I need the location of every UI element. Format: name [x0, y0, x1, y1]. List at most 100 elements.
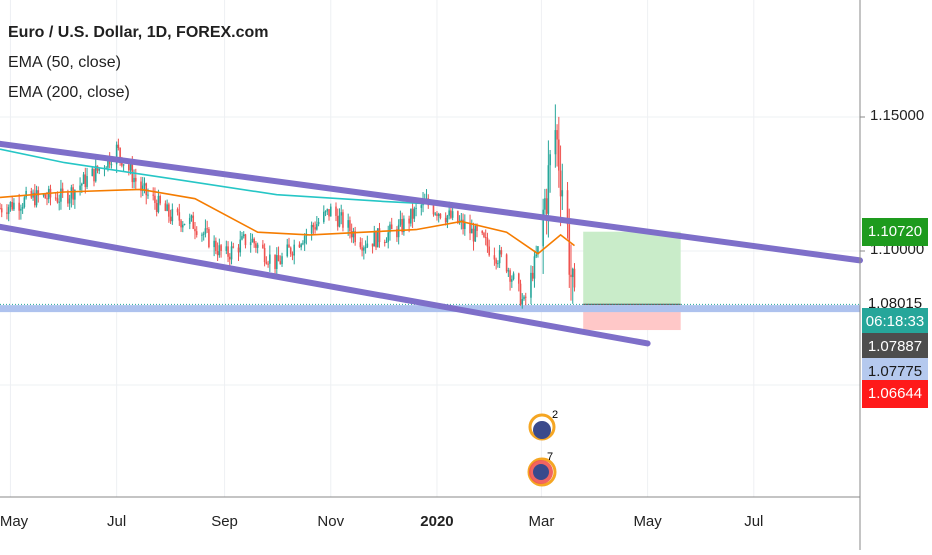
candle-body	[117, 144, 120, 148]
candle-body	[361, 247, 363, 251]
candle-body	[237, 247, 240, 253]
candle-body	[204, 228, 207, 234]
candle-body	[547, 165, 550, 214]
candle-body	[434, 213, 437, 215]
candle-body	[448, 210, 450, 216]
target-zone	[583, 231, 681, 305]
symbol-title[interactable]: Euro / U.S. Dollar, 1D, FOREX.com	[8, 24, 269, 41]
candle-body	[67, 192, 69, 204]
channel-upper-line	[0, 140, 863, 264]
candle-body	[84, 174, 87, 187]
candle-body	[498, 250, 501, 264]
candle-body	[72, 187, 74, 200]
candle-body	[316, 224, 318, 230]
dividend-icon[interactable]: 2	[528, 409, 558, 441]
candle-body	[256, 244, 259, 248]
candle-body	[267, 263, 269, 265]
candle-body	[533, 256, 536, 279]
candle-body	[495, 259, 497, 264]
candle-body	[289, 247, 292, 254]
candle-body	[350, 231, 353, 238]
event-count-2: 7	[547, 451, 553, 463]
candle-body	[44, 194, 47, 199]
trend-channel[interactable]	[0, 140, 863, 347]
candle-body	[328, 209, 330, 217]
candle-body	[396, 229, 398, 238]
candle-body	[329, 206, 332, 217]
candle-body	[225, 246, 228, 251]
candle-body	[509, 270, 511, 282]
candle-body	[286, 244, 289, 257]
candle-body	[326, 209, 329, 212]
candle-body	[340, 212, 343, 216]
candle-body	[155, 203, 158, 212]
candle-body	[94, 165, 97, 182]
candle-body	[324, 211, 327, 213]
candle-body	[561, 190, 564, 197]
candle-body	[556, 130, 558, 140]
candle-body	[190, 215, 193, 218]
candle-body	[110, 164, 113, 166]
candle-body	[115, 144, 118, 165]
channel-lower-line	[0, 223, 651, 347]
candle-body	[180, 220, 182, 228]
candle-body	[263, 247, 266, 263]
candle-body	[464, 222, 466, 230]
candle-body	[242, 234, 245, 237]
candle-body	[481, 230, 484, 234]
candle-body	[505, 254, 508, 272]
ema200-legend[interactable]: EMA (200, close)	[8, 84, 130, 101]
candle-body	[128, 164, 130, 171]
candle-body	[37, 190, 40, 196]
candle-body	[451, 211, 454, 218]
time-tick-label: May	[633, 513, 662, 530]
candle-body	[220, 245, 222, 251]
candle-body	[474, 226, 477, 242]
candle-body	[378, 228, 381, 243]
candle-body	[349, 220, 351, 232]
event-count-1: 2	[552, 409, 558, 421]
candle-body	[74, 190, 76, 200]
candle-body	[512, 273, 515, 280]
candle-body	[9, 201, 12, 208]
candle-body	[206, 228, 208, 230]
candle-body	[82, 174, 85, 184]
candle-body	[401, 218, 403, 233]
time-tick-label: Mar	[528, 513, 555, 530]
candle-body	[61, 188, 64, 193]
candle-body	[183, 223, 186, 225]
candle-body	[420, 205, 423, 208]
candle-body	[192, 215, 195, 229]
candle-body	[444, 217, 447, 223]
candle-body	[176, 209, 179, 213]
candle-body	[79, 185, 81, 191]
candle-body	[68, 198, 71, 204]
earnings-icon[interactable]: 7	[527, 451, 557, 487]
event-markers[interactable]: 2 7	[527, 409, 558, 487]
price-badge: 1.07887	[862, 333, 928, 362]
candle-body	[276, 255, 278, 269]
candle-body	[291, 253, 294, 256]
candle-body	[300, 244, 302, 248]
candle-body	[25, 190, 27, 198]
candle-body	[450, 210, 452, 218]
price-badge: 06:18:33	[862, 308, 928, 337]
candle-body	[524, 296, 527, 298]
candle-body	[364, 247, 367, 249]
candle-body	[544, 198, 546, 210]
candle-body	[107, 156, 109, 168]
candle-body	[338, 215, 341, 227]
candle-body	[566, 190, 569, 225]
candle-body	[143, 183, 146, 186]
candle-body	[363, 247, 365, 251]
candle-body	[570, 274, 572, 278]
candle-body	[497, 263, 499, 265]
ema50-legend[interactable]: EMA (50, close)	[8, 54, 121, 71]
candle-body	[537, 246, 539, 255]
position-tool[interactable]	[583, 231, 681, 331]
candle-body	[98, 168, 101, 171]
candle-body	[46, 198, 48, 200]
candle-body	[145, 183, 148, 196]
